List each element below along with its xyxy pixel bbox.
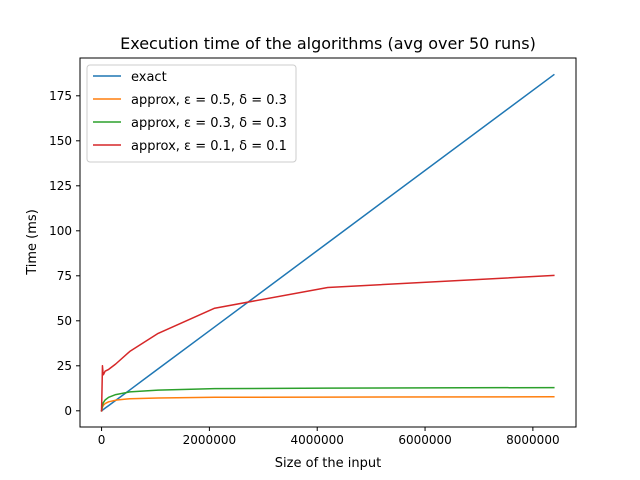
x-axis-ticks: 0 2000000 4000000 6000000 8000000 <box>98 427 560 447</box>
chart-title: Execution time of the algorithms (avg ov… <box>120 34 536 53</box>
y-axis-label: Time (ms) <box>25 209 40 276</box>
legend-label: exact <box>131 70 167 85</box>
series-line-2 <box>100 386 555 412</box>
legend-label: approx, ε = 0.5, δ = 0.3 <box>131 93 287 108</box>
y-tick-label: 75 <box>57 269 72 283</box>
plot-frame <box>79 57 577 428</box>
y-tick-label: 50 <box>57 314 72 328</box>
y-tick-label: 25 <box>57 359 72 373</box>
x-tick-label: 8000000 <box>506 433 559 447</box>
legend-label: approx, ε = 0.1, δ = 0.1 <box>131 139 287 154</box>
y-tick-label: 125 <box>49 179 72 193</box>
series-line-0 <box>100 73 555 412</box>
y-tick-label: 0 <box>64 404 72 418</box>
legend-label: approx, ε = 0.3, δ = 0.3 <box>131 116 287 131</box>
legend-box <box>86 64 297 163</box>
y-tick-label: 100 <box>49 224 72 238</box>
x-tick-label: 0 <box>98 433 106 447</box>
x-tick-label: 6000000 <box>398 433 451 447</box>
y-axis-ticks: 0 25 50 75 100 125 150 175 <box>49 89 80 418</box>
series-line-3 <box>100 274 555 412</box>
x-axis-label: Size of the input <box>275 456 381 471</box>
y-tick-label: 150 <box>49 134 72 148</box>
x-tick-label: 2000000 <box>183 433 236 447</box>
series-lines <box>100 73 555 412</box>
legend: exact approx, ε = 0.5, δ = 0.3 approx, ε =… <box>86 64 297 163</box>
y-tick-label: 175 <box>49 89 72 103</box>
x-tick-label: 4000000 <box>290 433 343 447</box>
